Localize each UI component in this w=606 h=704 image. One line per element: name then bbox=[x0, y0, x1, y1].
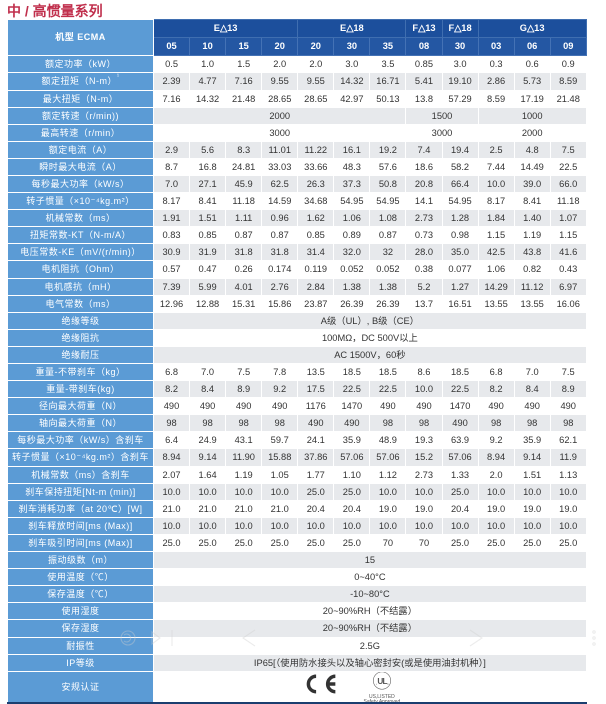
svg-text:UL: UL bbox=[377, 677, 387, 686]
